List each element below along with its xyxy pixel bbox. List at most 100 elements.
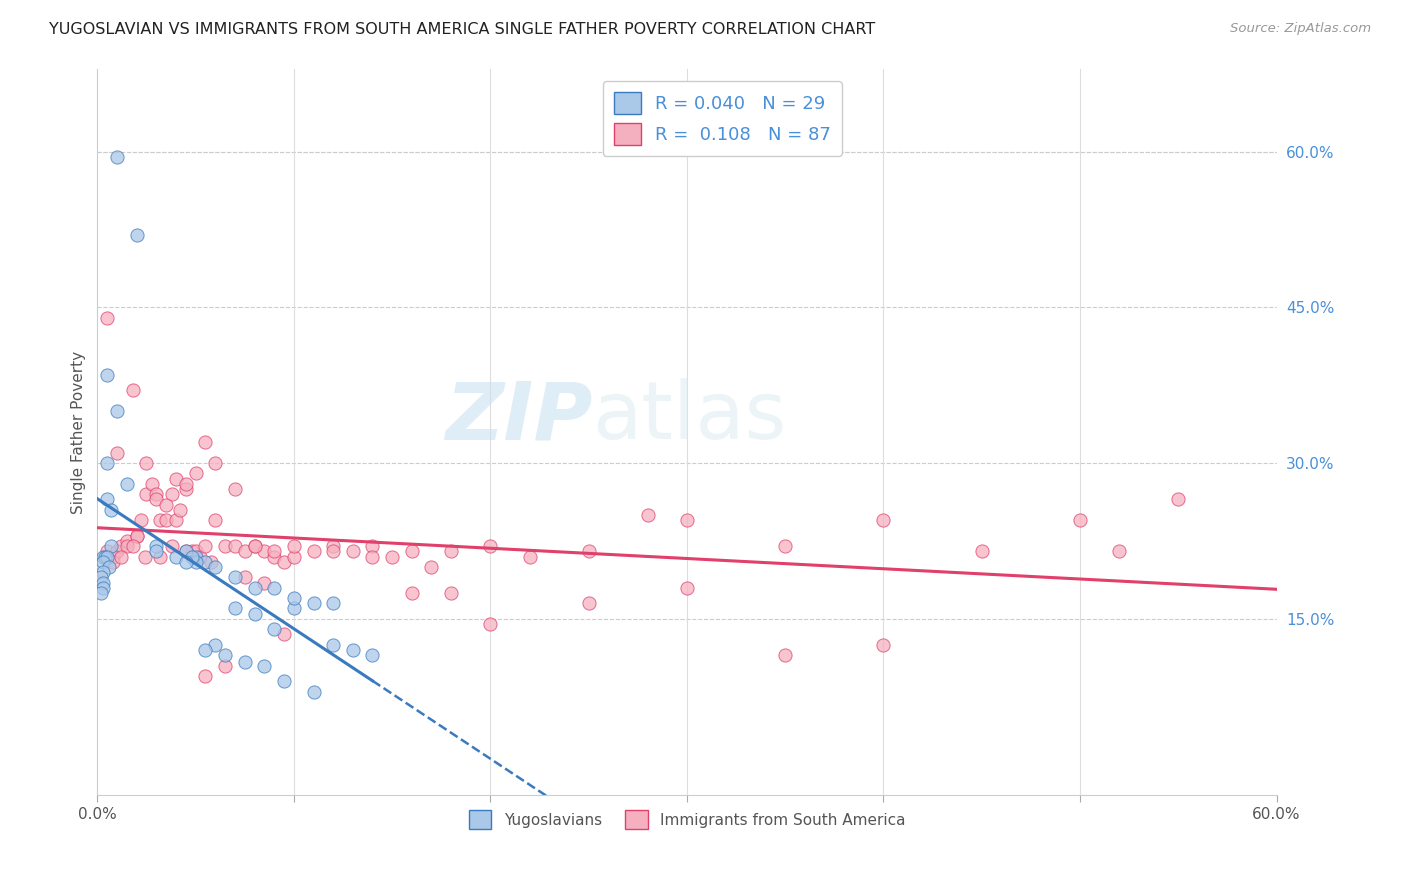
Point [96,549,118,564]
Point [194,435,217,450]
Point [204,456,226,470]
Point [283,539,305,553]
Point [342,643,364,657]
Point [194,669,217,683]
Point [342,544,364,558]
Point [141,476,163,491]
Point [155,498,177,512]
Point [440,586,463,600]
Point [145,539,167,553]
Point [479,539,502,553]
Point [174,476,197,491]
Point [96,368,118,382]
Text: Source: ZipAtlas.com: Source: ZipAtlas.com [1230,22,1371,36]
Point [165,513,187,527]
Point [96,310,118,325]
Point [115,533,138,548]
Point [283,601,305,615]
Point [110,539,132,553]
Point [125,529,148,543]
Point [165,549,187,564]
Point [91,565,114,579]
Point [1069,513,1091,527]
Point [174,544,197,558]
Point [194,643,217,657]
Point [214,658,236,673]
Point [96,544,118,558]
Point [401,586,423,600]
Point [184,549,207,564]
Point [125,227,148,242]
Point [283,591,305,606]
Point [115,476,138,491]
Point [233,570,256,584]
Point [263,544,285,558]
Point [224,482,246,496]
Point [273,674,295,689]
Point [479,617,502,632]
Point [302,684,325,698]
Point [773,539,796,553]
Point [273,555,295,569]
Point [263,622,285,636]
Point [361,539,384,553]
Point [90,570,112,584]
Point [105,446,128,460]
Point [174,555,197,569]
Point [243,581,266,595]
Point [970,544,993,558]
Point [129,513,152,527]
Point [91,555,114,569]
Point [91,575,114,590]
Point [676,581,699,595]
Point [440,544,463,558]
Point [224,570,246,584]
Point [94,549,117,564]
Point [174,544,197,558]
Point [174,482,197,496]
Point [361,648,384,663]
Point [149,549,172,564]
Point [253,575,276,590]
Point [145,492,167,507]
Point [100,503,122,517]
Point [96,456,118,470]
Point [145,487,167,501]
Point [263,581,285,595]
Point [214,648,236,663]
Point [401,544,423,558]
Point [155,513,177,527]
Point [121,539,143,553]
Point [96,492,118,507]
Text: YUGOSLAVIAN VS IMMIGRANTS FROM SOUTH AMERICA SINGLE FATHER POVERTY CORRELATION C: YUGOSLAVIAN VS IMMIGRANTS FROM SOUTH AME… [49,22,876,37]
Point [169,503,191,517]
Point [101,549,124,564]
Point [180,544,202,558]
Point [145,544,167,558]
Legend: Yugoslavians, Immigrants from South America: Yugoslavians, Immigrants from South Amer… [463,805,911,835]
Point [773,648,796,663]
Point [322,596,344,610]
Point [91,581,114,595]
Point [98,560,121,574]
Point [91,549,114,564]
Point [872,513,894,527]
Point [165,472,187,486]
Point [188,549,211,564]
Point [160,487,183,501]
Point [676,513,699,527]
Point [204,560,226,574]
Point [283,549,305,564]
Point [253,544,276,558]
Point [224,601,246,615]
Point [361,549,384,564]
Point [105,544,128,558]
Text: ZIP: ZIP [446,378,592,457]
Point [160,539,183,553]
Point [519,549,541,564]
Point [125,529,148,543]
Point [105,150,128,164]
Point [872,638,894,652]
Point [135,487,157,501]
Point [1108,544,1130,558]
